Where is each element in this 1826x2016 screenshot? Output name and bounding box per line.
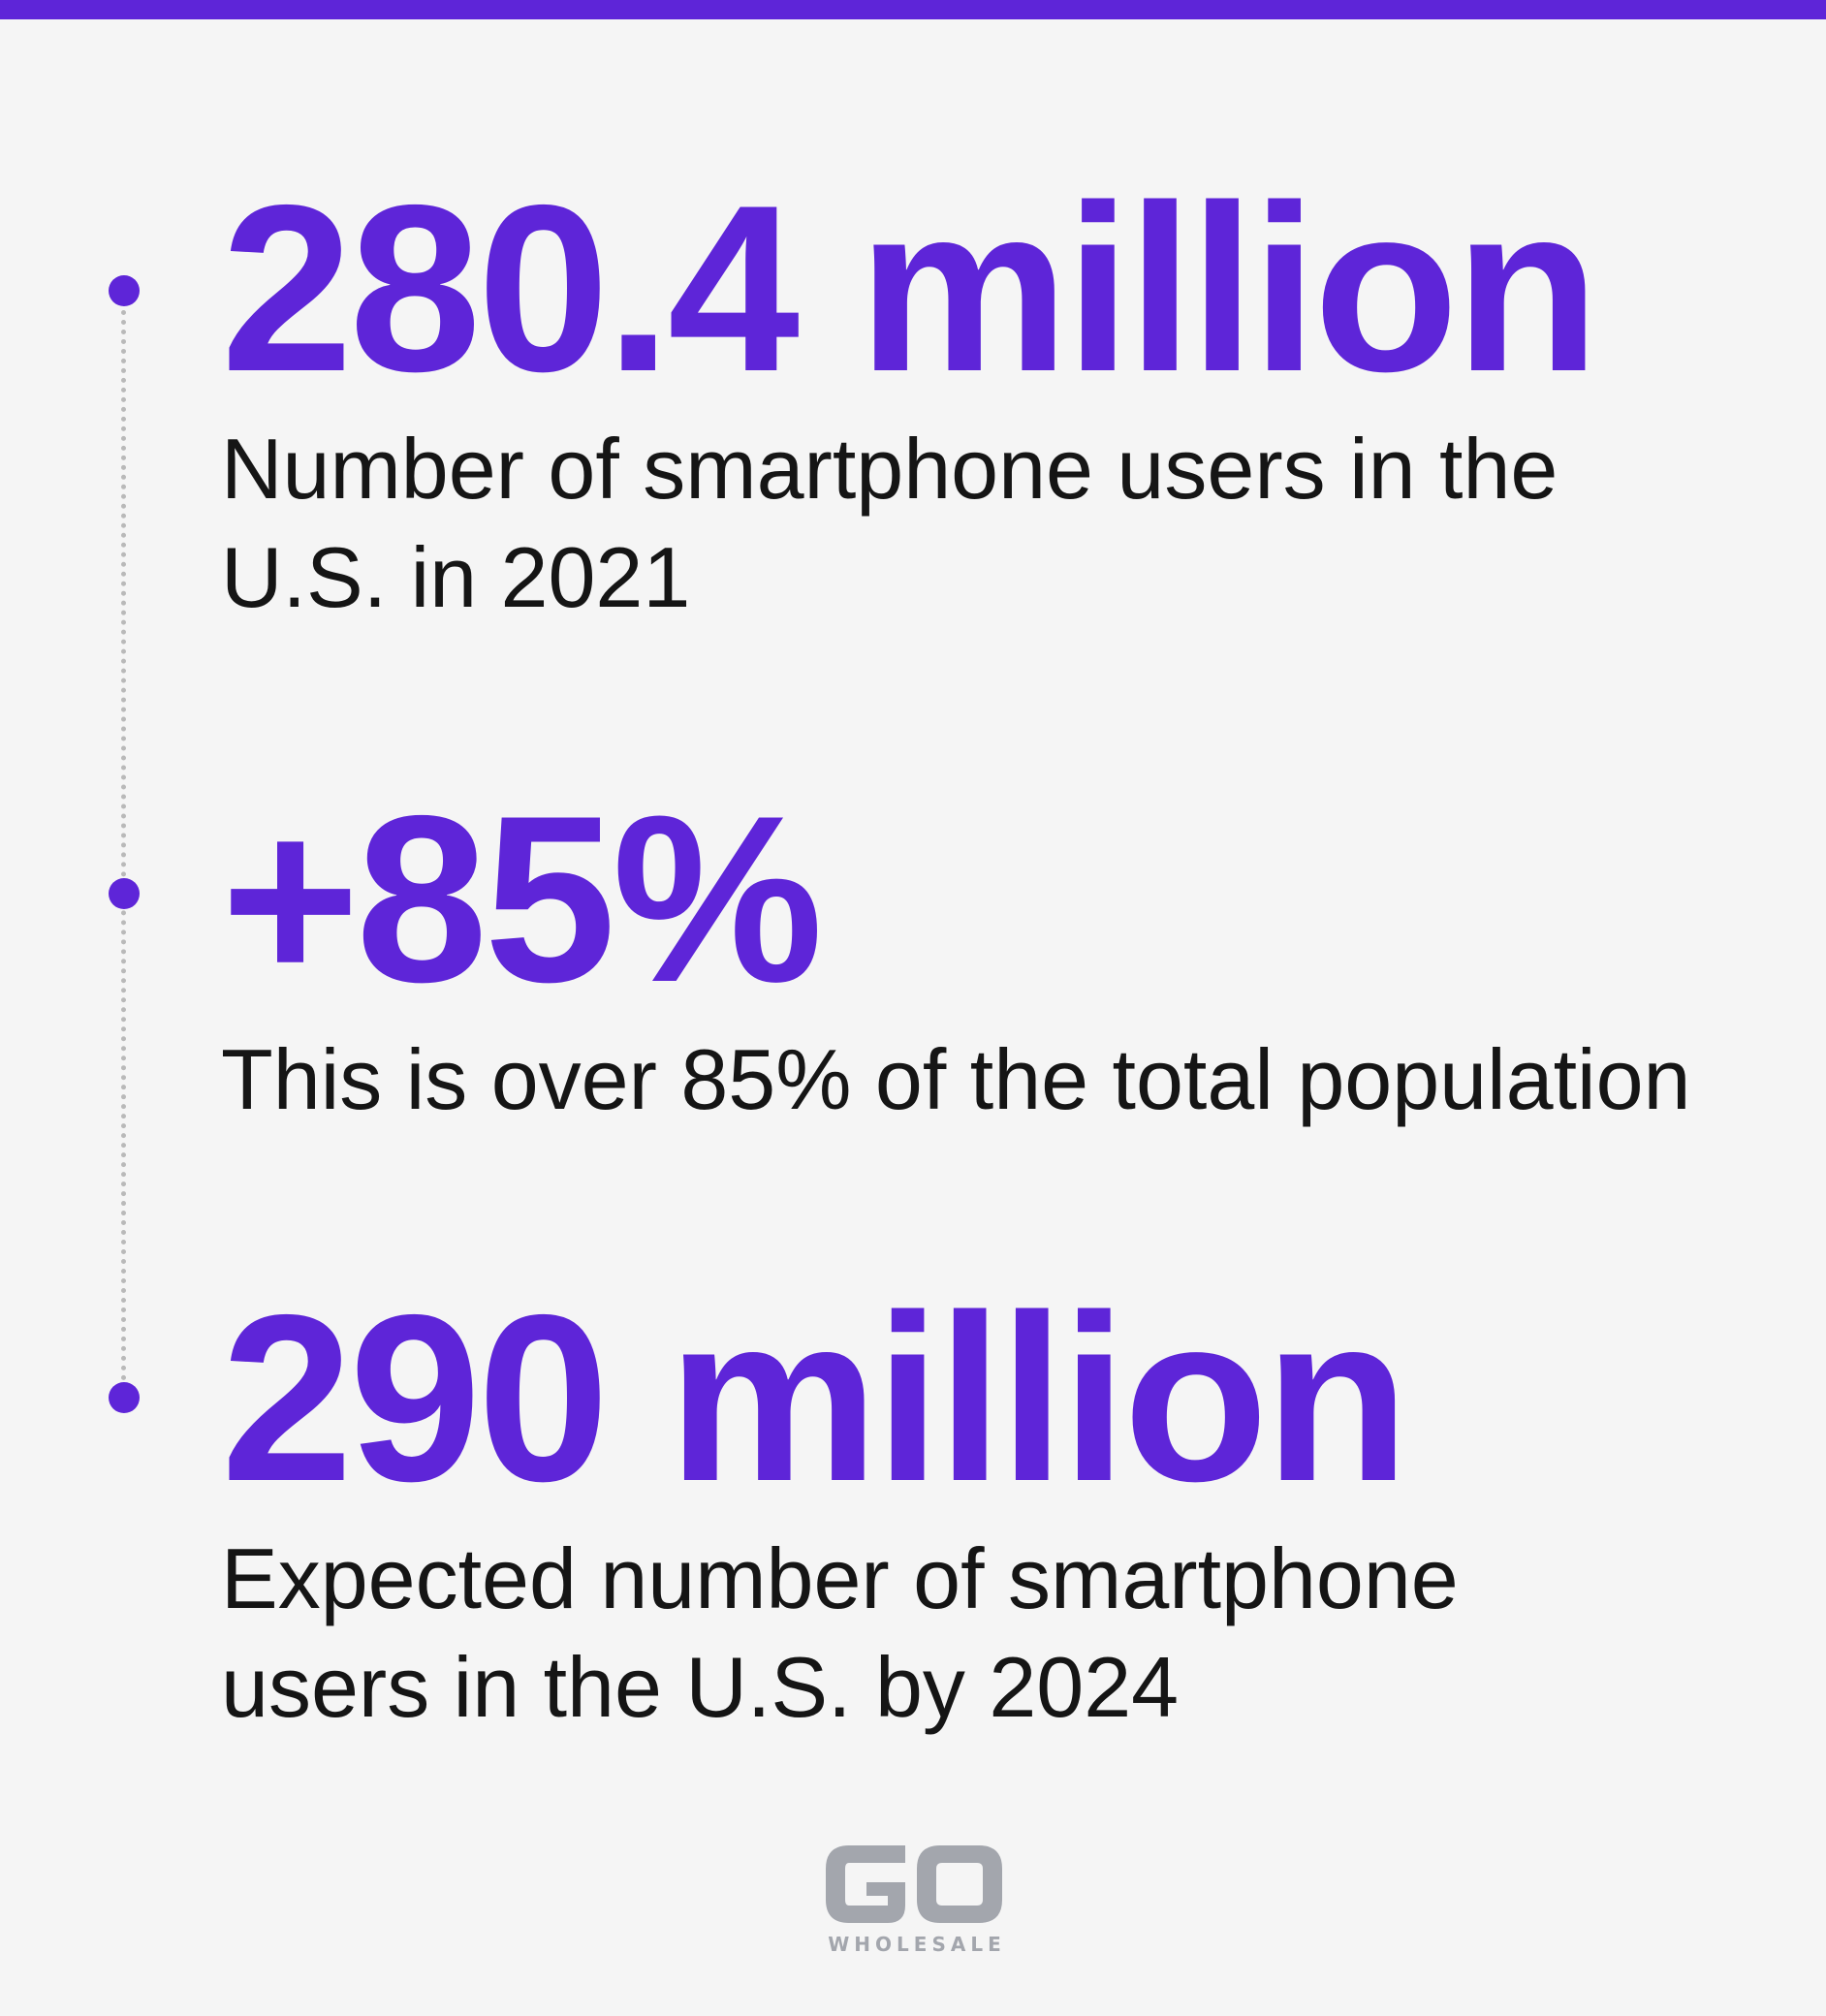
timeline-dotted-line — [121, 291, 126, 1401]
timeline-dot-2 — [109, 878, 140, 909]
stat-description: Number of smartphone users in the U.S. i… — [221, 421, 1558, 625]
go-wholesale-logo: WHOLESALE — [822, 1842, 1006, 1956]
stat-description: This is over 85% of the total population — [221, 1031, 1691, 1127]
stat-block-users-2024: 290 million Expected number of smartphon… — [221, 1279, 1791, 1742]
go-logo-mark-icon — [826, 1845, 1002, 1923]
stat-block-users-2021: 280.4 million Number of smartphone users… — [221, 170, 1791, 632]
stat-description: Expected number of smartphone users in t… — [221, 1530, 1459, 1735]
stat-value: 290 million — [221, 1265, 1409, 1530]
stat-value: 280.4 million — [221, 155, 1600, 421]
top-accent-bar — [0, 0, 1826, 19]
stat-block-population-share: +85% This is over 85% of the total popul… — [221, 780, 1791, 1134]
timeline-dot-3 — [109, 1382, 140, 1413]
stat-value: +85% — [221, 766, 823, 1031]
logo-tagline: WHOLESALE — [828, 1933, 1006, 1956]
timeline-dot-1 — [109, 275, 140, 306]
